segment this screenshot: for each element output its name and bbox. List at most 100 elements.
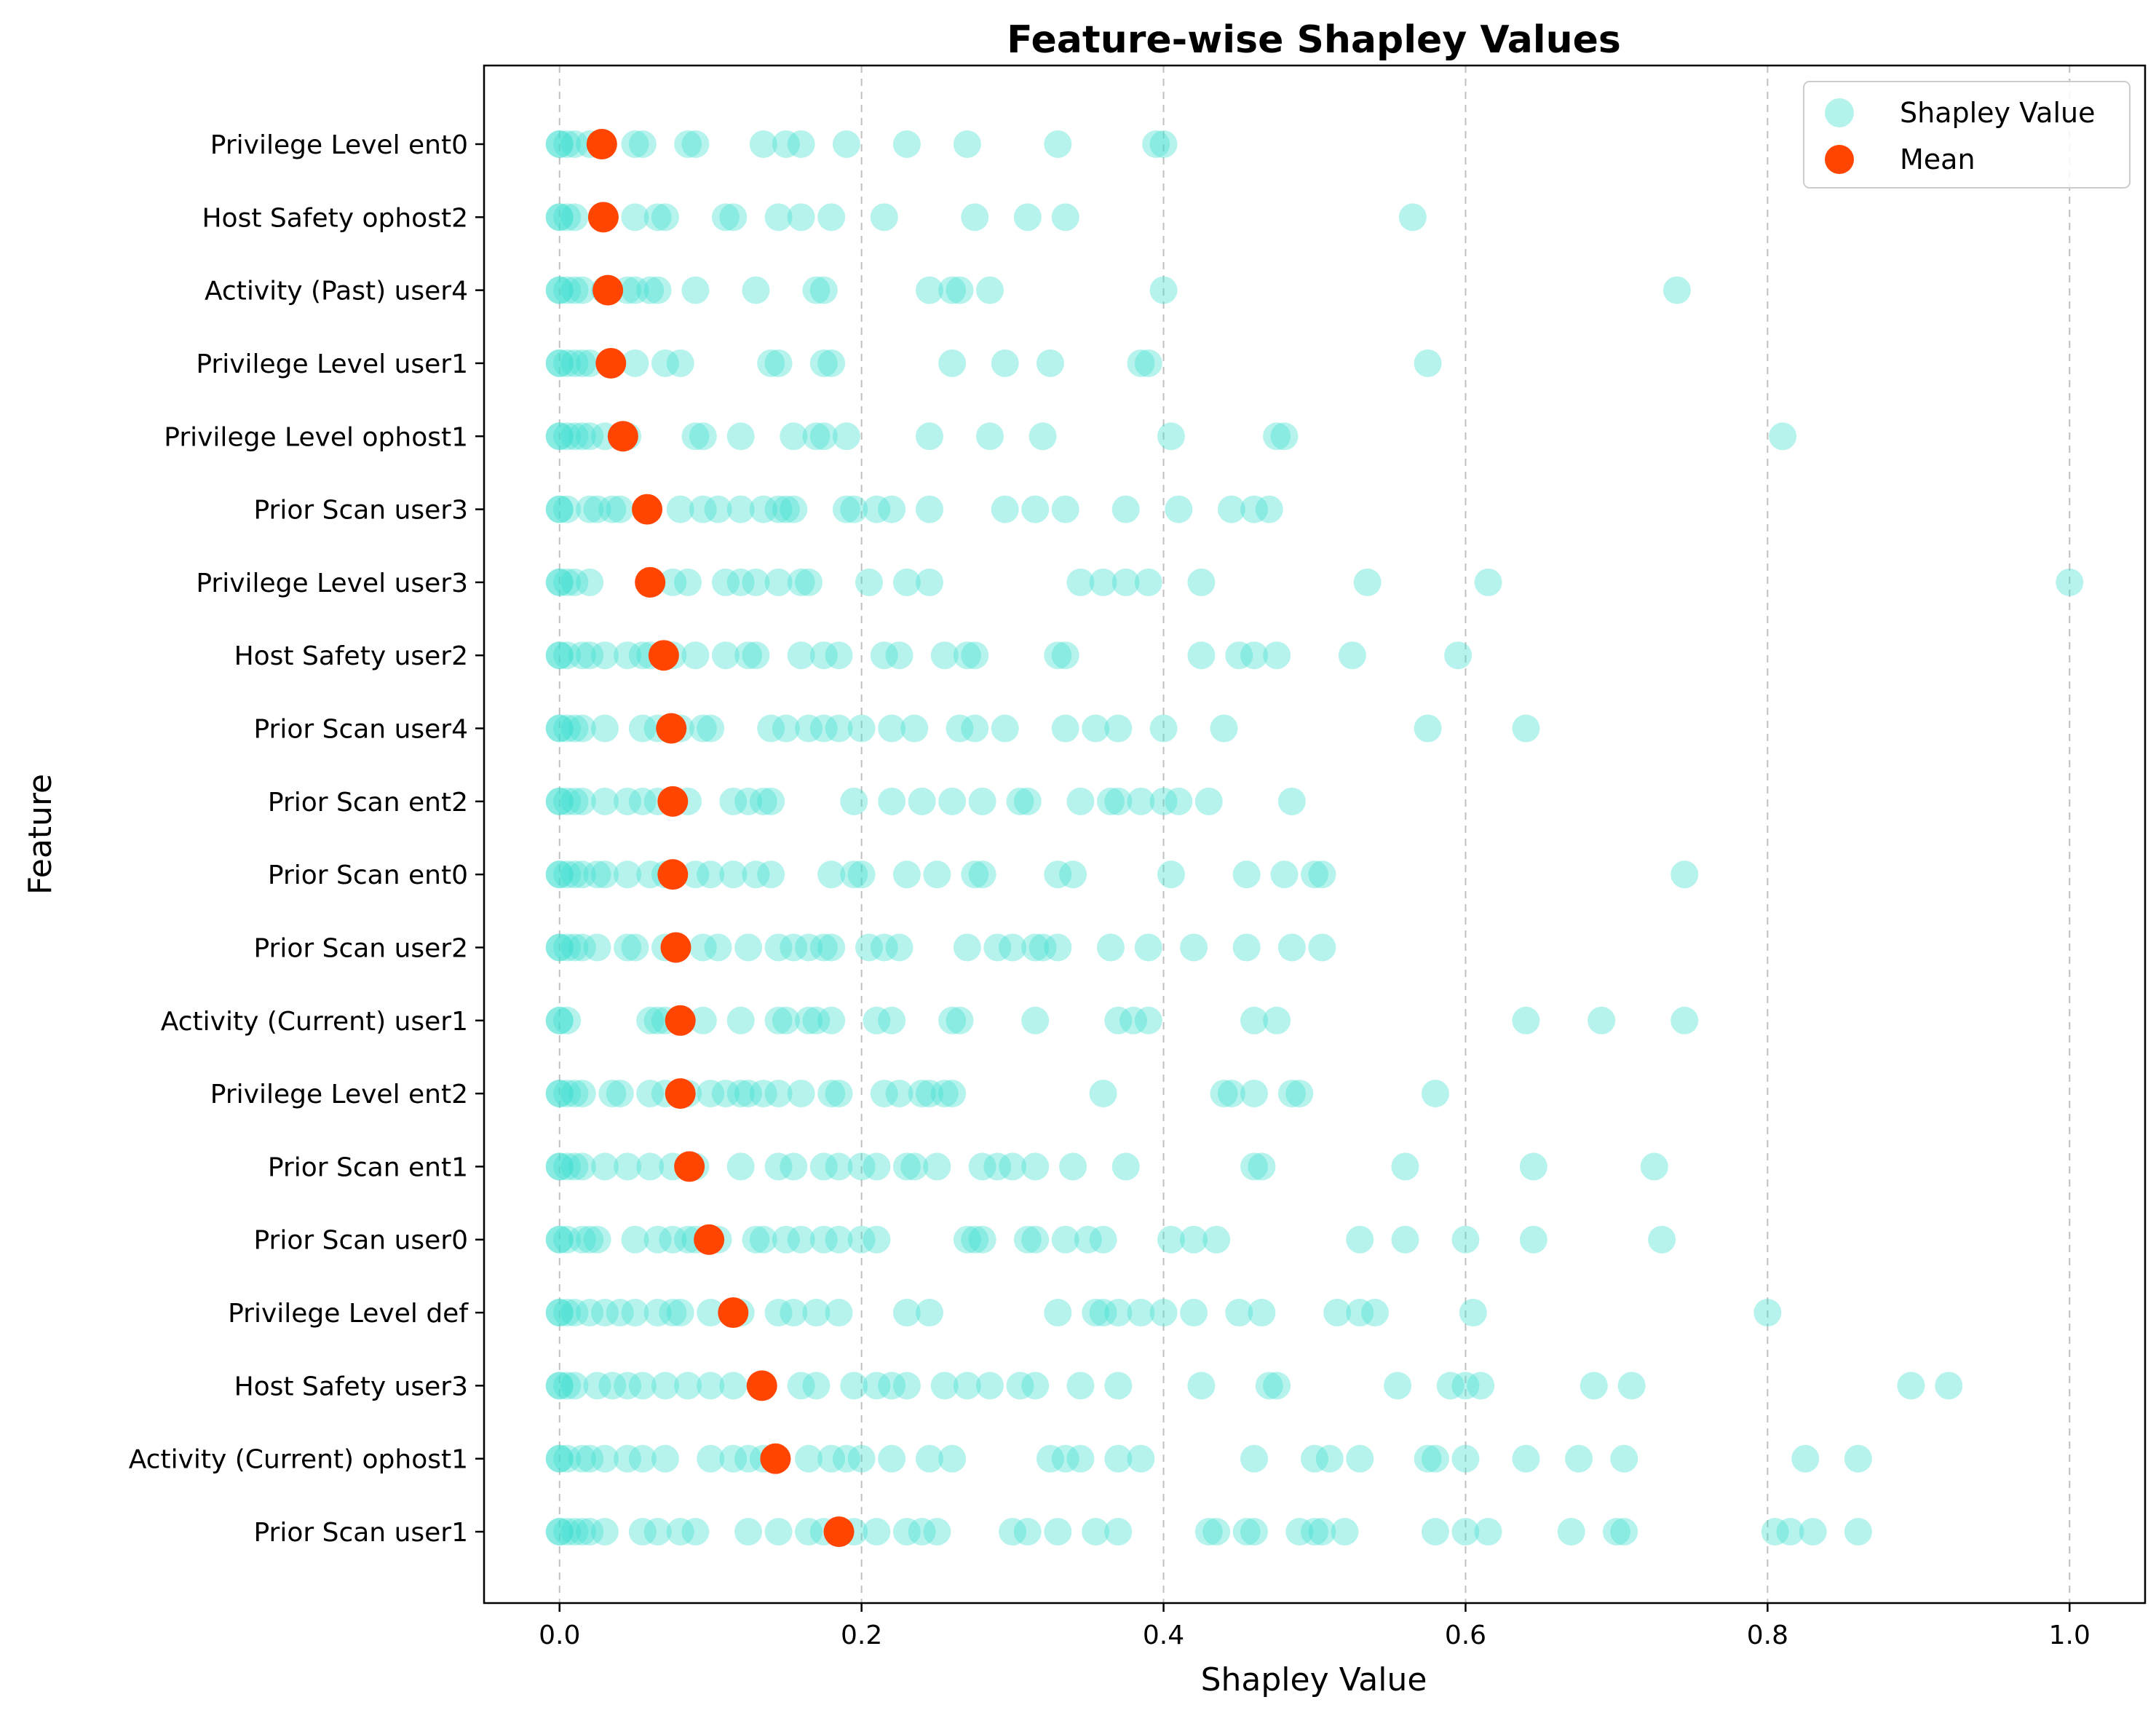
shapley-point [1066,1372,1095,1400]
shapley-point [545,860,574,889]
shapley-point [697,1299,725,1327]
shapley-point [840,860,868,889]
shapley-point [757,349,785,377]
shapley-point [1029,422,1057,451]
shapley-point [908,1518,936,1546]
mean-marker [746,1370,777,1401]
shapley-point [674,568,702,596]
shapley-point [643,1518,672,1546]
shapley-point [999,1518,1027,1546]
shapley-point [1602,1518,1630,1546]
shapley-point [757,714,785,743]
shapley-point [1119,1006,1148,1034]
shapley-point [659,1299,687,1327]
shapley-point [1391,1225,1419,1254]
shapley-point [636,276,665,304]
shapley-point [817,203,846,232]
shapley-point [1323,1299,1352,1327]
shapley-point [1134,1006,1162,1034]
shapley-point [726,1006,755,1034]
shapley-point [870,933,898,962]
shapley-point [545,422,574,451]
shapley-point [545,641,574,670]
shapley-point [930,641,959,670]
shapley-point [1421,1518,1449,1546]
shapley-point [1021,1152,1050,1181]
shapley-point [1104,1518,1133,1546]
shapley-point [1187,641,1216,670]
shapley-point [1248,1152,1276,1181]
shapley-point [878,1444,906,1473]
shapley-point [545,130,574,158]
mean-marker [587,202,619,233]
shapley-point [1935,1372,1963,1400]
shapley-point [1459,1299,1487,1327]
shapley-point [553,1372,582,1400]
shapley-point [568,641,596,670]
shapley-point [1398,203,1427,232]
shapley-point [1285,1080,1314,1108]
shapley-point [545,787,574,815]
shapley-point [878,787,906,815]
shapley-point [817,860,846,889]
shapley-point [832,1444,860,1473]
shapley-point [614,860,642,889]
shapley-point [953,641,981,670]
shapley-point [915,568,943,596]
shapley-point [1240,495,1269,523]
shapley-point [576,422,604,451]
shapley-point [1180,1299,1208,1327]
shapley-point [825,1299,853,1327]
shapley-point [1315,1444,1344,1473]
shapley-point [2056,568,2084,596]
shapley-point [742,1225,770,1254]
x-tick-label: 0.2 [841,1621,882,1650]
shapley-point [742,276,770,304]
shapley-point [1059,1152,1087,1181]
shapley-point [847,1225,876,1254]
shapley-point [1451,1444,1480,1473]
shapley-point [764,1080,793,1108]
shapley-point [1013,1225,1042,1254]
shapley-point [787,641,815,670]
shapley-point [825,1080,853,1108]
shapley-point [1036,1444,1064,1473]
shapley-point [1187,568,1216,596]
shapley-point [606,1080,634,1108]
shapley-point [598,1372,627,1400]
shapley-point [545,860,574,889]
shapley-point [983,933,1012,962]
shapley-point [545,1518,574,1546]
shapley-point [560,787,589,815]
shapley-point [545,1225,574,1254]
mean-marker [607,421,638,452]
shapley-point [915,495,943,523]
shapley-point [697,714,725,743]
shapley-point [1096,787,1125,815]
y-axis-label: Feature [22,774,59,895]
shapley-point [545,787,574,815]
shapley-point [1414,1444,1442,1473]
shapley-point [825,1152,853,1181]
shapley-point [1557,1518,1585,1546]
y-tick-label: Activity (Current) ophost1 [129,1445,468,1475]
shapley-point [621,1225,649,1254]
shapley-point [749,787,777,815]
mean-marker [694,1224,725,1255]
shapley-point [636,1152,665,1181]
shapley-point [795,933,823,962]
shapley-point [915,422,943,451]
shapley-point [809,714,838,743]
shapley-point [545,714,574,743]
shapley-point [545,1299,574,1327]
shapley-point [1104,1372,1133,1400]
shapley-point [1308,860,1336,889]
shapley-point [1127,349,1155,377]
shapley-point [734,641,763,670]
shapley-point [545,1006,574,1034]
shapley-point [1021,1225,1050,1254]
shapley-point [545,1444,574,1473]
shapley-point [764,1299,793,1327]
shapley-point [545,1225,574,1254]
shapley-point [817,1080,846,1108]
